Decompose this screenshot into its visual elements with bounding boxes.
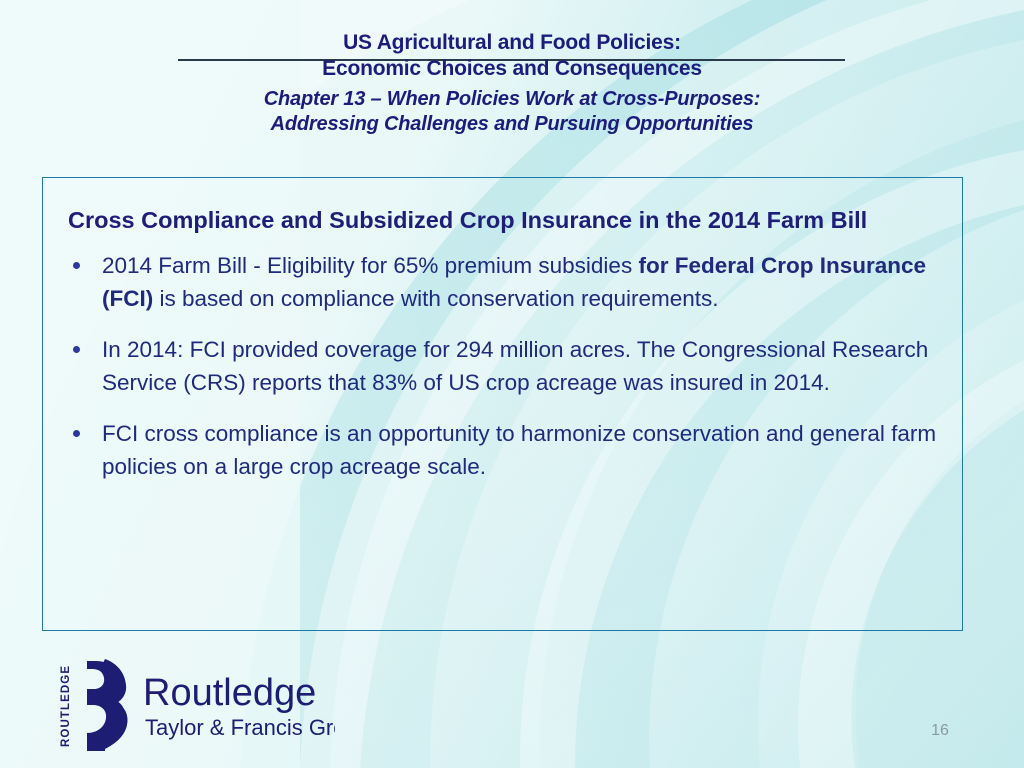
list-item: FCI cross compliance is an opportunity t… <box>57 418 938 483</box>
logo-brand-text: Routledge <box>143 672 316 714</box>
bullet-text: In 2014: FCI provided coverage for 294 m… <box>102 337 929 395</box>
slide-header: US Agricultural and Food Policies: Econo… <box>0 30 1024 136</box>
subtitle-line-2: Addressing Challenges and Pursuing Oppor… <box>270 112 754 135</box>
title-divider-rule <box>178 59 845 61</box>
logo-tagline-text: Taylor & Francis Group <box>145 715 335 740</box>
routledge-r-mark <box>87 659 128 751</box>
content-box: Cross Compliance and Subsidized Crop Ins… <box>42 177 963 631</box>
title-line-2: Economic Choices and Consequences <box>322 56 702 80</box>
list-item: In 2014: FCI provided coverage for 294 m… <box>57 334 938 399</box>
bullet-text: FCI cross compliance is an opportunity t… <box>102 421 937 479</box>
subtitle-line-1: Chapter 13 – When Policies Work at Cross… <box>263 88 761 110</box>
routledge-logo: ROUTLEDGE Routledge Taylor & Francis Gro… <box>55 655 370 755</box>
list-item: 2014 Farm Bill - Eligibility for 65% pre… <box>57 250 938 315</box>
logo-vertical-text: ROUTLEDGE <box>60 665 72 747</box>
title-line-1: US Agricultural and Food Policies: <box>343 31 681 54</box>
bullet-text: 2014 Farm Bill - Eligibility for 65% pre… <box>102 253 927 311</box>
chapter-subtitle: Chapter 13 – When Policies Work at Cross… <box>0 87 1024 136</box>
content-heading: Cross Compliance and Subsidized Crop Ins… <box>68 207 868 233</box>
bullet-dot-icon <box>73 262 80 269</box>
page-number: 16 <box>931 722 949 739</box>
bullet-dot-icon <box>73 430 80 437</box>
bullet-list: 2014 Farm Bill - Eligibility for 65% pre… <box>57 250 938 483</box>
bullet-dot-icon <box>73 346 80 353</box>
